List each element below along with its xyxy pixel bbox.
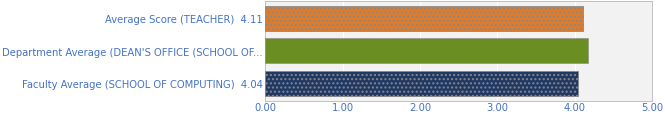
Bar: [265, 6, 583, 32]
Bar: [265, 71, 578, 96]
Bar: [265, 71, 578, 96]
Bar: [265, 39, 588, 64]
Bar: [265, 6, 583, 32]
